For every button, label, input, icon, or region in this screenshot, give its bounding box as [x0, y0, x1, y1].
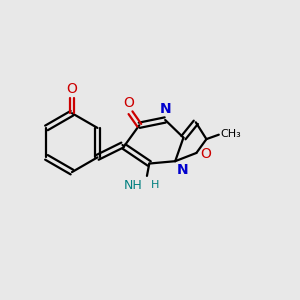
Text: H: H: [151, 180, 159, 190]
Text: NH: NH: [124, 179, 143, 192]
Text: O: O: [67, 82, 77, 95]
Text: O: O: [200, 147, 211, 161]
Text: N: N: [159, 102, 171, 116]
Text: CH₃: CH₃: [220, 129, 241, 139]
Text: O: O: [124, 96, 134, 110]
Text: N: N: [177, 163, 188, 177]
